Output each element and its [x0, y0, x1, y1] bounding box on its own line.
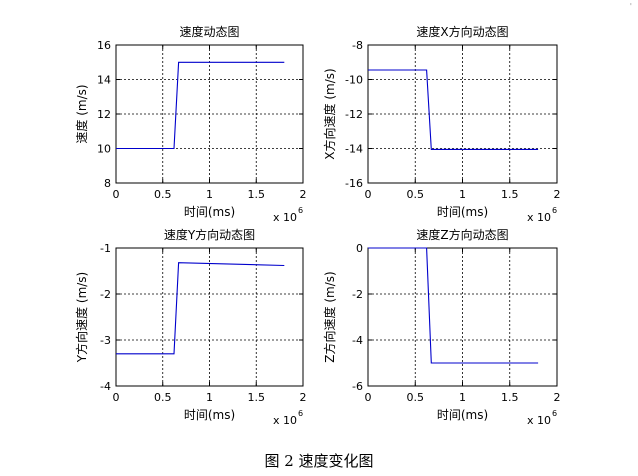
chart4-xtick-label: 2	[554, 391, 561, 404]
chart1-ytick-label: 16	[97, 39, 111, 52]
chart3-x-multiplier: x 10	[273, 414, 297, 427]
chart2-ytick-label: -12	[345, 108, 363, 121]
chart1-xtick-label: 2	[300, 188, 307, 201]
chart3-xlabel: 时间(ms)	[184, 408, 235, 422]
chart2-x-multiplier: x 10	[527, 211, 551, 224]
chart2-ytick-label: -14	[345, 143, 363, 156]
chart2-ytick-label: -10	[345, 74, 363, 87]
chart1-xtick-label: 1.5	[248, 188, 266, 201]
chart3-series-line	[116, 262, 285, 355]
chart2-series-line	[368, 69, 539, 150]
chart4-series-line	[368, 247, 539, 364]
chart1-ytick-label: 14	[97, 74, 111, 87]
chart3-ytick-label: -1	[100, 242, 111, 255]
chart3-ytick-label: -2	[100, 288, 111, 301]
chart2-title: 速度X方向动态图	[416, 24, 508, 39]
chart4-title: 速度Z方向动态图	[416, 227, 508, 242]
chart3-xtick-label: 0	[113, 391, 120, 404]
chart4-x-multiplier: x 10	[527, 414, 551, 427]
chart3-ytick-label: -3	[100, 334, 111, 347]
chart1-xtick-label: 1	[206, 188, 213, 201]
chart1-xtick-label: 0	[113, 188, 120, 201]
chart1-ylabel: 速度 (m/s)	[74, 84, 89, 143]
chart1-x-multiplier: x 10	[273, 211, 297, 224]
corner-mark: '	[629, 2, 632, 11]
figure-caption: 图 2 速度变化图	[264, 452, 374, 470]
chart3-ytick-label: -4	[100, 380, 111, 393]
chart2-xtick-label: 1.5	[501, 188, 519, 201]
chart2-ytick-label: -16	[345, 177, 363, 190]
chart2-xtick-label: 0.5	[407, 188, 425, 201]
chart1-ytick-label: 12	[97, 108, 111, 121]
chart2-ytick-label: -8	[352, 39, 363, 52]
chart4-ytick-label: -4	[352, 334, 363, 347]
chart2-ylabel: X方向速度 (m/s)	[322, 68, 337, 159]
chart4-xtick-label: 1	[459, 391, 466, 404]
chart4-ytick-label: -6	[352, 380, 363, 393]
chart1-ytick-label: 8	[104, 177, 111, 190]
chart4-xtick-label: 0	[365, 391, 372, 404]
chart3-xtick-label: 1.5	[248, 391, 266, 404]
chart2-xlabel: 时间(ms)	[437, 205, 488, 219]
chart1-series-line	[116, 61, 285, 150]
chart3-xtick-label: 0.5	[154, 391, 172, 404]
chart4-x-multiplier-exp: 6	[552, 409, 557, 418]
chart3-xtick-label: 2	[300, 391, 307, 404]
chart1-ytick-label: 10	[97, 143, 111, 156]
chart4-ytick-label: -2	[352, 288, 363, 301]
chart1-xtick-label: 0.5	[154, 188, 172, 201]
chart4-xlabel: 时间(ms)	[437, 408, 488, 422]
chart4-ytick-label: 0	[356, 242, 363, 255]
chart3-x-multiplier-exp: 6	[298, 409, 303, 418]
chart4-xtick-label: 0.5	[407, 391, 425, 404]
chart3-xtick-label: 1	[206, 391, 213, 404]
chart1-title: 速度动态图	[179, 24, 239, 39]
chart1-x-multiplier-exp: 6	[298, 206, 303, 215]
chart2-x-multiplier-exp: 6	[552, 206, 557, 215]
chart4-ylabel: Z方向速度 (m/s)	[322, 271, 337, 362]
chart2-xtick-label: 1	[459, 188, 466, 201]
chart2-xtick-label: 2	[554, 188, 561, 201]
chart3-title: 速度Y方向动态图	[164, 227, 255, 242]
chart3-ylabel: Y方向速度 (m/s)	[74, 272, 89, 364]
chart4-xtick-label: 1.5	[501, 391, 519, 404]
chart1-xlabel: 时间(ms)	[184, 205, 235, 219]
chart2-xtick-label: 0	[365, 188, 372, 201]
